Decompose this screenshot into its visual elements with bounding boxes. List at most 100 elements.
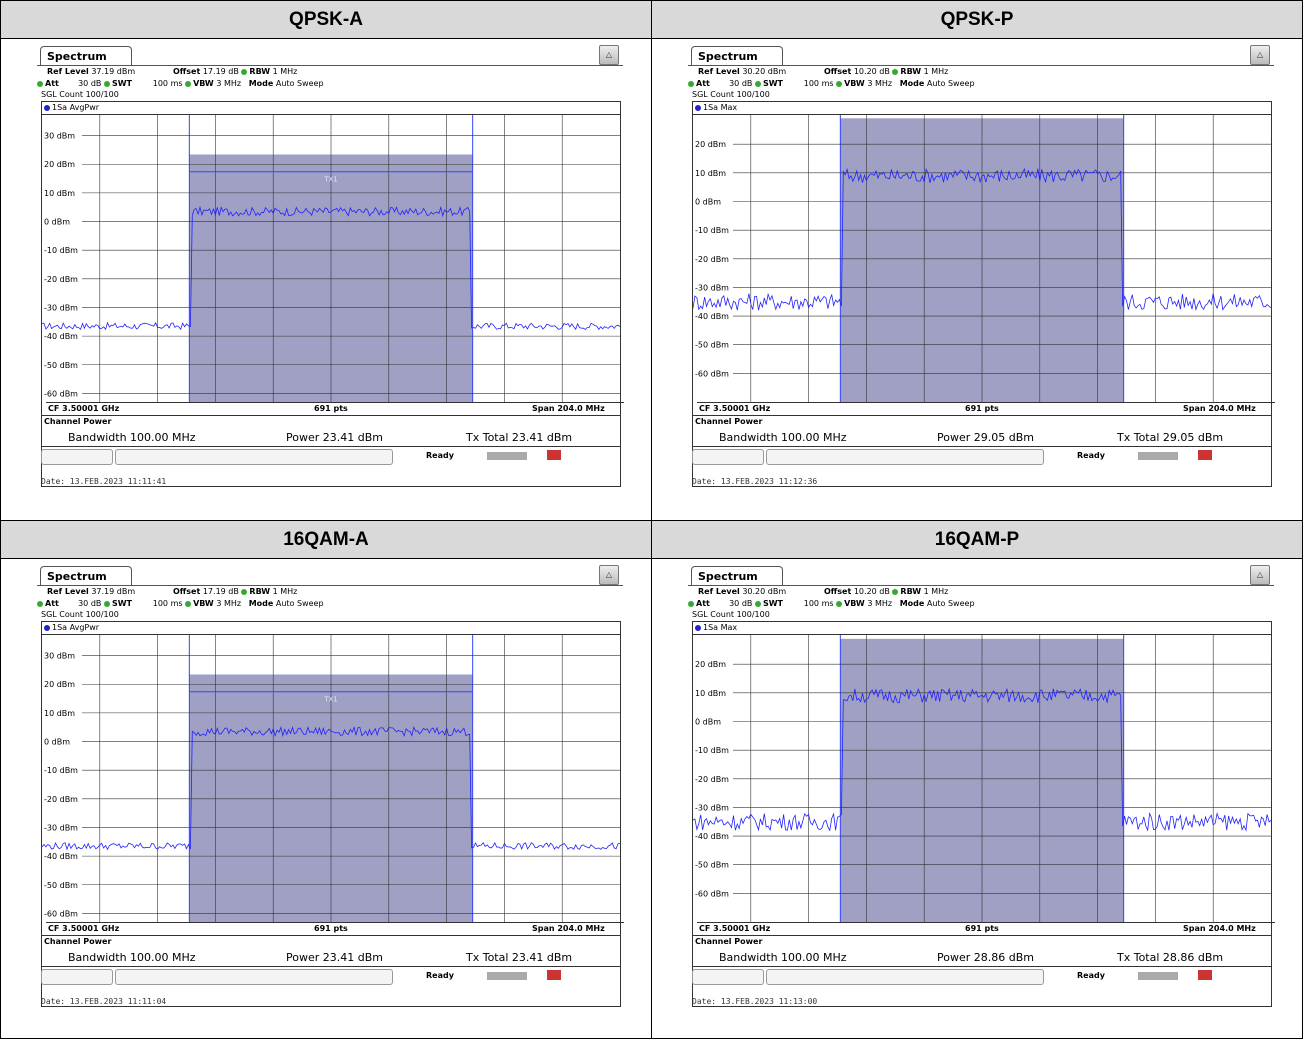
ready-indicator: Ready [1077, 451, 1105, 460]
rbw-label: RBW [249, 587, 271, 596]
y-tick-label: -20 dBm [695, 255, 729, 264]
bandwidth-value: Bandwidth 100.00 MHz [719, 951, 847, 964]
y-tick-label: 20 dBm [44, 680, 75, 689]
instrument-status-icon [1198, 970, 1212, 980]
progress-bar [487, 452, 527, 460]
mode-label: Mode [899, 79, 925, 88]
trace-legend: 1Sa Max [693, 102, 1271, 115]
tx-total-value: Tx Total 28.86 dBm [1117, 951, 1224, 964]
status-dot-icon [103, 600, 110, 607]
sweep-points: 691 pts [965, 404, 999, 413]
status-field-message[interactable] [115, 449, 393, 465]
y-tick-label: -50 dBm [695, 861, 729, 870]
spectrum-tab[interactable]: Spectrum [691, 566, 783, 585]
capture-date: Date: 13.FEB.2023 11:11:41 [41, 477, 167, 486]
att-row: Att 30 dB SWT 100 ms VBW 3 MHz Mode Auto… [688, 79, 975, 88]
status-bar: Ready [41, 969, 621, 985]
offset-label: Offset [824, 587, 852, 596]
status-field-left[interactable] [41, 969, 113, 985]
vbw-label: VBW [844, 599, 865, 608]
ready-indicator: Ready [426, 451, 454, 460]
vbw-value: 3 MHz [216, 599, 242, 608]
y-tick-label: -20 dBm [695, 775, 729, 784]
status-dot-icon [688, 600, 694, 607]
y-tick-label: 10 dBm [44, 189, 75, 198]
trace-label: 1Sa AvgPwr [52, 103, 100, 112]
status-field-left[interactable] [41, 449, 113, 465]
channel-power-box: Channel Power Bandwidth 100.00 MHz Power… [692, 415, 1272, 447]
status-dot-icon [754, 80, 761, 87]
channel-power-title: Channel Power [695, 937, 763, 946]
status-field-message[interactable] [115, 969, 393, 985]
swt-label: SWT [762, 599, 783, 608]
sweep-points: 691 pts [314, 404, 348, 413]
vbw-value: 3 MHz [216, 79, 242, 88]
screen-config-icon[interactable]: △ [599, 45, 619, 65]
y-tick-label: 10 dBm [695, 169, 726, 178]
offset-row: Offset 17.19 dB RBW 1 MHz [173, 587, 297, 596]
sgl-count: SGL Count 100/100 [41, 90, 119, 99]
trace-dot-icon [695, 624, 701, 631]
trace-legend: 1Sa AvgPwr [42, 102, 620, 115]
status-field-left[interactable] [692, 969, 764, 985]
rbw-label: RBW [249, 67, 271, 76]
ref-level-label: Ref Level [47, 67, 89, 76]
screen-config-icon[interactable]: △ [1250, 45, 1270, 65]
header-16qam-p: 16QAM-P [651, 520, 1303, 559]
progress-bar [487, 972, 527, 980]
offset-value: 17.19 dB [202, 67, 239, 76]
mode-label: Mode [248, 79, 274, 88]
spectrum-trace [42, 725, 620, 851]
center-frequency: CF 3.50001 GHz [48, 924, 120, 933]
status-dot-icon [185, 80, 192, 87]
status-dot-icon [836, 80, 843, 87]
tx-label: TX1 [323, 696, 338, 704]
panel-cell-0: Spectrum △ Ref Level 37.19 dBm Offset 17… [0, 38, 652, 521]
capture-date: Date: 13.FEB.2023 11:13:00 [692, 997, 818, 1006]
y-tick-label: -40 dBm [44, 852, 78, 861]
status-dot-icon [892, 68, 899, 75]
att-label: Att [696, 79, 710, 88]
capture-date: Date: 13.FEB.2023 11:12:36 [692, 477, 818, 486]
ref-level-row: Ref Level 30.20 dBm [698, 587, 786, 596]
screen-config-icon[interactable]: △ [1250, 565, 1270, 585]
spectrum-tab[interactable]: Spectrum [691, 46, 783, 65]
screen-config-icon[interactable]: △ [599, 565, 619, 585]
trace-label: 1Sa AvgPwr [52, 623, 100, 632]
mode-value: Auto Sweep [926, 599, 975, 608]
att-row: Att 30 dB SWT 100 ms VBW 3 MHz Mode Auto… [688, 599, 975, 608]
offset-row: Offset 17.19 dB RBW 1 MHz [173, 67, 297, 76]
ref-level-row: Ref Level 37.19 dBm [47, 587, 135, 596]
span-value: Span 204.0 MHz [532, 924, 605, 933]
power-value: Power 28.86 dBm [937, 951, 1034, 964]
rbw-value: 1 MHz [272, 587, 298, 596]
power-value: Power 23.41 dBm [286, 951, 383, 964]
bandwidth-value: Bandwidth 100.00 MHz [68, 431, 196, 444]
rbw-label: RBW [900, 587, 922, 596]
instrument-status-icon [547, 450, 561, 460]
att-value: 30 dB [729, 79, 753, 88]
offset-value: 17.19 dB [202, 587, 239, 596]
panel-cell-2: Spectrum △ Ref Level 37.19 dBm Offset 17… [0, 558, 652, 1039]
mode-value: Auto Sweep [275, 599, 324, 608]
tab-divider [37, 585, 623, 586]
offset-value: 10.20 dB [853, 587, 890, 596]
spectrum-tab[interactable]: Spectrum [40, 566, 132, 585]
ref-level-value: 30.20 dBm [742, 587, 787, 596]
trace-dot-icon [695, 104, 701, 111]
header-16qam-a: 16QAM-A [0, 520, 652, 559]
spectrum-tab[interactable]: Spectrum [40, 46, 132, 65]
ref-level-label: Ref Level [698, 67, 740, 76]
att-row: Att 30 dB SWT 100 ms VBW 3 MHz Mode Auto… [37, 599, 324, 608]
status-dot-icon [103, 80, 110, 87]
y-tick-label: -30 dBm [695, 803, 729, 812]
status-field-message[interactable] [766, 969, 1044, 985]
swt-value: 100 ms [152, 599, 183, 608]
status-dot-icon [688, 80, 694, 87]
ready-indicator: Ready [1077, 971, 1105, 980]
status-field-left[interactable] [692, 449, 764, 465]
power-value: Power 29.05 dBm [937, 431, 1034, 444]
offset-label: Offset [173, 587, 201, 596]
status-field-message[interactable] [766, 449, 1044, 465]
y-tick-label: -10 dBm [44, 246, 78, 255]
